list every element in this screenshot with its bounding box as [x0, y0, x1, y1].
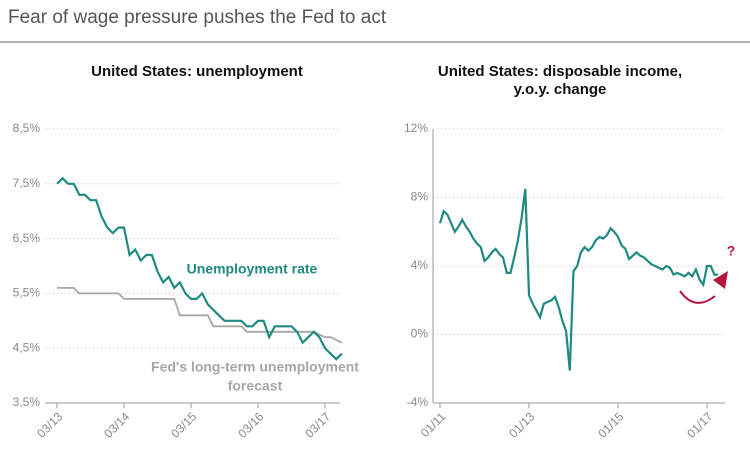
- y-tick-label: 5,5%: [13, 286, 41, 300]
- series-line: [56, 176, 343, 361]
- x-tick-label: 03/14: [101, 409, 132, 440]
- x-tick-label: 03/16: [235, 409, 266, 440]
- chart-title: United States: unemployment: [91, 63, 303, 80]
- annotation: Unemployment rate: [187, 261, 318, 277]
- annotation: forecast: [228, 378, 283, 394]
- y-tick-label: 0%: [411, 327, 429, 341]
- x-tick-label: 01/17: [684, 409, 715, 440]
- x-tick-label: 01/13: [506, 409, 537, 440]
- chart-title: y.o.y. change: [514, 81, 607, 98]
- y-tick-label: 4%: [411, 258, 429, 272]
- page-title: Fear of wage pressure pushes the Fed to …: [8, 7, 387, 28]
- annotation: ?: [727, 243, 736, 259]
- x-tick-label: 01/11: [418, 409, 449, 440]
- y-tick-label: 4,5%: [13, 340, 41, 354]
- y-tick-label: 12%: [404, 121, 428, 135]
- arrow-curve: [679, 290, 716, 304]
- x-tick-label: 03/17: [302, 409, 333, 440]
- series-line: [57, 287, 343, 344]
- y-tick-label: 8%: [411, 190, 429, 204]
- y-tick-label: 7,5%: [13, 176, 41, 190]
- arrow-head: [713, 271, 728, 289]
- y-tick-label: 3,5%: [13, 395, 41, 409]
- x-tick-label: 03/15: [168, 409, 199, 440]
- chart-title: United States: disposable income,: [438, 63, 682, 80]
- x-tick-label: 01/15: [595, 409, 626, 440]
- annotation: Fed's long-term unemployment: [151, 359, 359, 375]
- x-tick-label: 03/13: [34, 409, 65, 440]
- y-tick-label: -4%: [407, 395, 429, 409]
- y-tick-label: 6,5%: [13, 231, 41, 245]
- series-line: [438, 188, 719, 371]
- y-tick-label: 8,5%: [13, 121, 41, 135]
